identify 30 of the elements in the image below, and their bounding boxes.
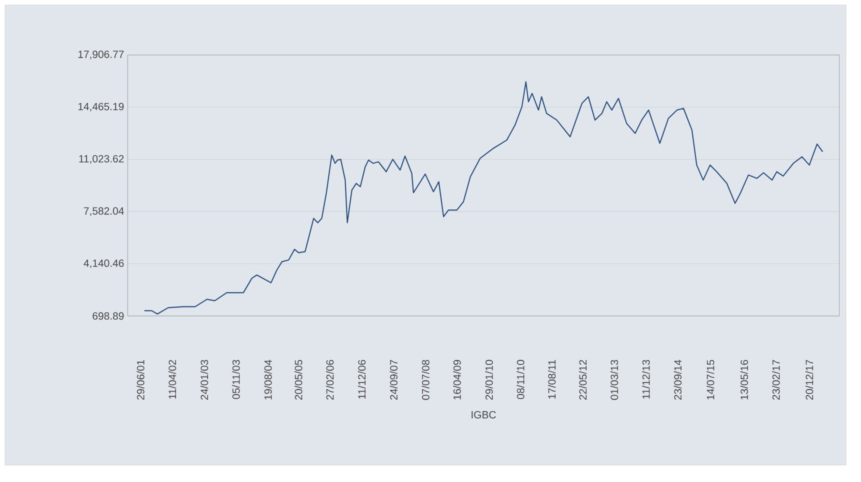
- x-tick-label: 11/12/13: [642, 360, 650, 399]
- x-tick-label: 23/09/14: [674, 360, 682, 400]
- x-tick-label: 29/01/10: [485, 360, 493, 400]
- y-tick-label: 4,140.46: [84, 259, 124, 268]
- line-series: [144, 81, 824, 315]
- x-tick-label: 07/07/08: [422, 360, 430, 400]
- x-tick-label: 27/02/06: [326, 360, 334, 400]
- x-tick-label: 29/06/01: [136, 360, 144, 400]
- y-tick-label: 11,023.62: [79, 155, 124, 164]
- x-tick-label: 08/11/10: [516, 360, 524, 400]
- x-tick-label: 20/05/05: [294, 360, 302, 400]
- x-tick-label: 24/01/03: [200, 360, 208, 400]
- x-tick-label: 17/08/11: [548, 360, 556, 399]
- x-tick-label: 11/12/06: [358, 360, 366, 399]
- x-tick-label: 11/04/02: [168, 360, 176, 399]
- x-tick-label: 01/03/13: [610, 360, 618, 400]
- y-tick-label: 17,906.77: [78, 50, 124, 60]
- y-tick-label: 14,465.19: [78, 102, 124, 112]
- x-tick-label: 20/12/17: [805, 360, 814, 400]
- x-tick-label: 05/11/03: [232, 360, 240, 400]
- x-tick-label: 16/04/09: [453, 360, 461, 400]
- x-tick-label: 19/08/04: [264, 360, 272, 400]
- x-axis-title: IGBC: [472, 411, 496, 418]
- x-tick-label: 24/09/07: [390, 360, 398, 400]
- x-tick-label: 13/05/16: [740, 360, 748, 400]
- x-tick-label: 23/02/17: [772, 360, 780, 400]
- x-tick-label: 14/07/15: [706, 360, 714, 400]
- x-tick-label: 22/05/12: [578, 360, 587, 400]
- y-tick-label: 698.89: [92, 312, 124, 320]
- y-tick-label: 7,582.04: [84, 207, 124, 216]
